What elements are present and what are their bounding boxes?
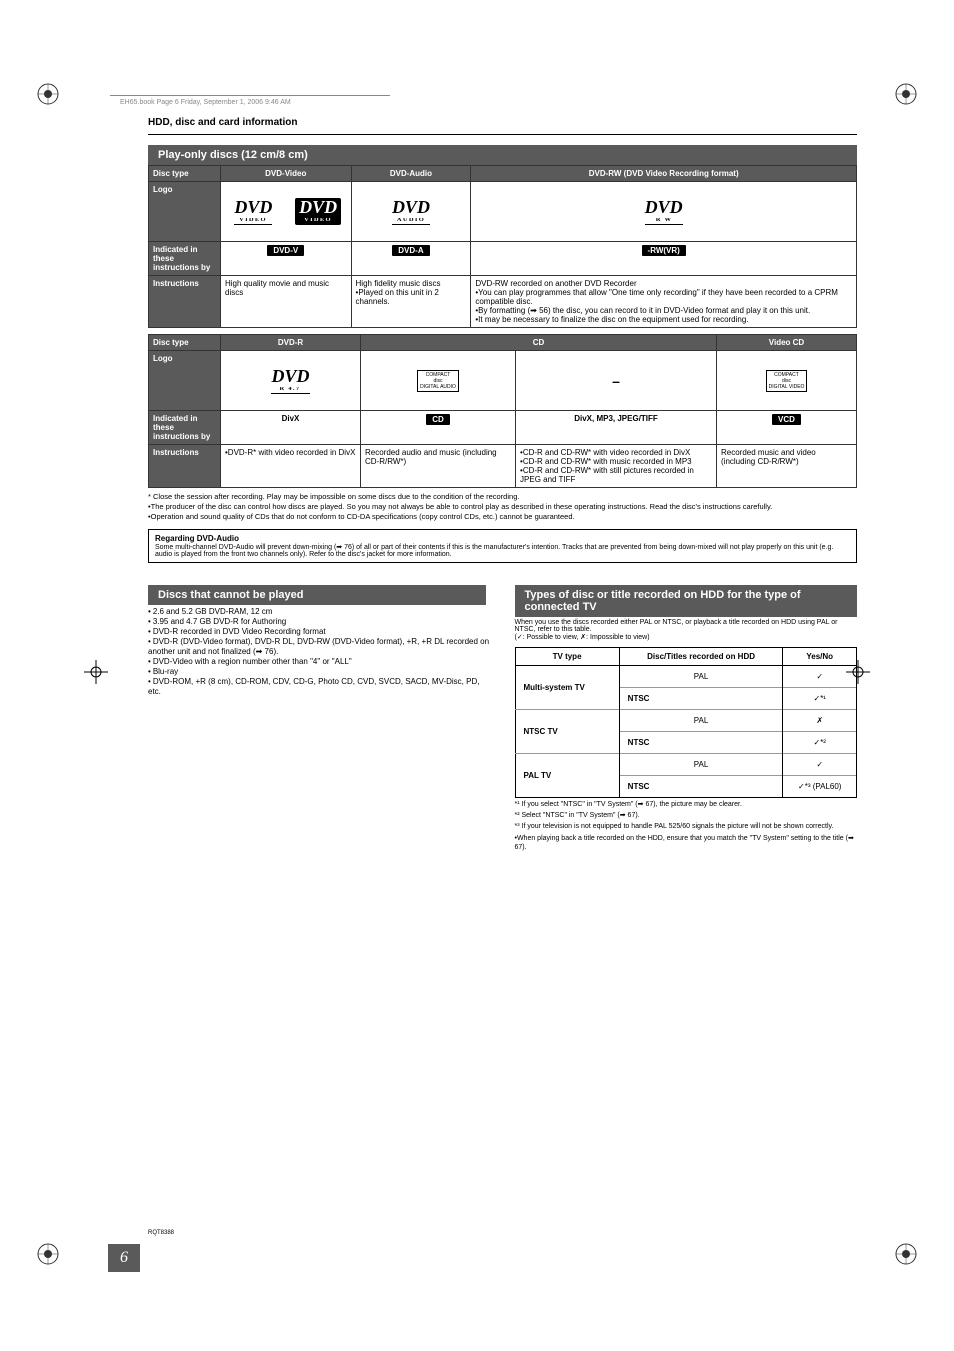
page-number: 6	[108, 1244, 140, 1272]
table-row: NTSC TV	[515, 710, 619, 754]
play-only-table-2: Disc type DVD-R CD Video CD Logo DVDR 4.…	[148, 334, 857, 488]
footnote-3: •Operation and sound quality of CDs that…	[148, 512, 857, 522]
table-row: Multi-system TV	[515, 666, 619, 710]
section-title: HDD, disc and card information	[148, 117, 857, 128]
crop-mark-icon	[894, 82, 918, 106]
crop-mark-icon	[894, 1242, 918, 1266]
col-dvd-rw: DVD-RW (DVD Video Recording format)	[471, 166, 857, 182]
dvd-audio-box: Regarding DVD-Audio Some multi-channel D…	[148, 529, 857, 563]
badge-divx: DivX	[282, 414, 300, 423]
tv-footnote-3: *³ If your television is not equipped to…	[515, 822, 858, 831]
instr-dvdr: •DVD-R* with video recorded in DivX	[221, 445, 361, 488]
row-instructions-2: Instructions	[149, 445, 221, 488]
tv-footnote-2: *² Select "NTSC" in "TV System" (➡ 67).	[515, 811, 858, 820]
tv-types-intro: When you use the discs recorded either P…	[515, 619, 858, 641]
cannot-play-title: Discs that cannot be played	[148, 585, 486, 605]
table-row: PAL TV	[515, 754, 619, 798]
list-item: DVD-ROM, +R (8 cm), CD-ROM, CDV, CD-G, P…	[148, 677, 491, 697]
row-logo: Logo	[149, 182, 221, 242]
cd-logo: COMPACT disc DIGITAL AUDIO	[417, 370, 459, 392]
tv-types-table: TV type Disc/Titles recorded on HDD Yes/…	[515, 647, 858, 798]
list-item: DVD-R (DVD-Video format), DVD-R DL, DVD-…	[148, 637, 491, 657]
header-rule	[110, 95, 390, 96]
col-disc-type-2: Disc type	[149, 335, 221, 351]
dvd-video-logo-alt: DVDVIDEO	[295, 198, 341, 225]
tv-col-type: TV type	[515, 648, 619, 666]
list-item: 3.95 and 4.7 GB DVD-R for Authoring	[148, 617, 491, 627]
dvd-audio-box-body: Some multi-channel DVD-Audio will preven…	[155, 543, 850, 558]
title-rule	[148, 134, 857, 135]
tv-types-title: Types of disc or title recorded on HDD f…	[515, 585, 858, 617]
badge-divxmp3: DivX, MP3, JPEG/TIFF	[574, 414, 658, 423]
row-indicated: Indicated in these instructions by	[149, 242, 221, 276]
row-instructions: Instructions	[149, 276, 221, 328]
document-header: EH65.book Page 6 Friday, September 1, 20…	[120, 99, 291, 106]
list-item: Blu-ray	[148, 667, 491, 677]
crop-mark-icon	[36, 1242, 60, 1266]
dvd-audio-box-title: Regarding DVD-Audio	[155, 534, 850, 543]
list-item: DVD-R recorded in DVD Video Recording fo…	[148, 627, 491, 637]
register-mark-icon	[84, 660, 108, 684]
play-only-table-1: Disc type DVD-Video DVD-Audio DVD-RW (DV…	[148, 165, 857, 328]
instr-cd1: Recorded audio and music (including CD-R…	[361, 445, 516, 488]
footnote-1: * Close the session after recording. Pla…	[148, 492, 857, 502]
tv-col-disc: Disc/Titles recorded on HDD	[619, 648, 783, 666]
dvd-video-logo: DVDVIDEO	[230, 198, 276, 225]
list-item: 2.6 and 5.2 GB DVD-RAM, 12 cm	[148, 607, 491, 617]
instr-vcd: Recorded music and video (including CD-R…	[717, 445, 857, 488]
instr-dvda: High fidelity music discs •Played on thi…	[351, 276, 471, 328]
col-dvd-video: DVD-Video	[221, 166, 352, 182]
dvd-audio-logo: DVDAUDIO	[388, 198, 434, 225]
row-indicated-2: Indicated in these instructions by	[149, 411, 221, 445]
badge-cd: CD	[426, 414, 450, 425]
badge-dvda: DVD-A	[392, 245, 429, 256]
dvd-r-logo: DVDR 4.7	[267, 367, 313, 394]
vcd-logo: COMPACT disc DIGITAL VIDEO	[766, 370, 808, 392]
dvd-rw-logo: DVDR W	[641, 198, 687, 225]
tv-footnote-4: •When playing back a title recorded on t…	[515, 834, 858, 852]
crop-mark-icon	[36, 82, 60, 106]
col-dvdr: DVD-R	[221, 335, 361, 351]
play-only-title: Play-only discs (12 cm/8 cm)	[148, 145, 857, 165]
instr-dvdv: High quality movie and music discs	[221, 276, 352, 328]
badge-vcd: VCD	[772, 414, 801, 425]
instr-cd2: •CD-R and CD-RW* with video recorded in …	[516, 445, 717, 488]
badge-rwvr: -RW(VR)	[642, 245, 686, 256]
row-logo-2: Logo	[149, 351, 221, 411]
play-only-footnotes: * Close the session after recording. Pla…	[148, 492, 857, 521]
tv-footnote-1: *¹ If you select "NTSC" in "TV System" (…	[515, 800, 858, 809]
badge-dvdv: DVD-V	[267, 245, 304, 256]
col-disc-type: Disc type	[149, 166, 221, 182]
cannot-play-list: 2.6 and 5.2 GB DVD-RAM, 12 cm 3.95 and 4…	[148, 607, 491, 697]
list-item: DVD-Video with a region number other tha…	[148, 657, 491, 667]
no-logo-dash: –	[612, 373, 620, 389]
tv-col-yn: Yes/No	[783, 648, 857, 666]
document-code: RQT8388	[148, 1230, 174, 1236]
col-cd: CD	[361, 335, 717, 351]
col-vcd: Video CD	[717, 335, 857, 351]
col-dvd-audio: DVD-Audio	[351, 166, 471, 182]
instr-rwvr: DVD-RW recorded on another DVD Recorder …	[471, 276, 857, 328]
footnote-2: •The producer of the disc can control ho…	[148, 502, 857, 512]
